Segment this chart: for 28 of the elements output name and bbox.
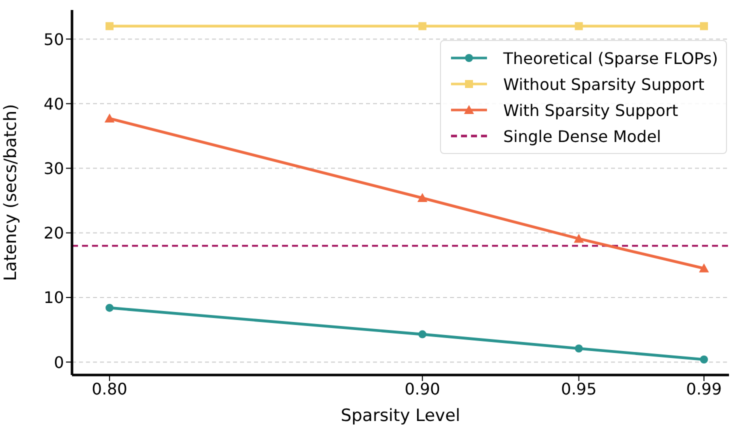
x-tick-label: 0.95	[561, 379, 597, 398]
point	[418, 22, 426, 30]
y-tick-label: 40	[44, 94, 64, 114]
legend-label: Without Sparsity Support	[503, 74, 704, 94]
y-tick-label: 20	[44, 224, 64, 243]
point	[700, 22, 708, 30]
point	[417, 192, 428, 202]
y-tick-label: 0	[54, 352, 64, 372]
point	[574, 234, 584, 243]
point	[106, 22, 114, 30]
y-tick-label: 10	[44, 288, 64, 308]
point	[418, 330, 426, 338]
legend-label: With Sparsity Support	[503, 100, 678, 120]
point	[700, 355, 708, 364]
point	[698, 263, 709, 272]
point	[106, 304, 114, 312]
point	[104, 114, 115, 123]
x-tick-label: 0.90	[404, 379, 440, 398]
point	[574, 344, 583, 353]
x-tick-label: 0.99	[686, 379, 722, 398]
legend-label: Single Dense Model	[503, 126, 662, 146]
legend-label: Theoretical (Sparse FLOPs)	[503, 48, 718, 68]
point	[574, 22, 583, 30]
y-axis-title: Latency (secs/batch)	[1, 104, 22, 282]
y-tick-label: 50	[44, 30, 64, 49]
x-tick-label: 0.80	[92, 379, 128, 398]
y-tick-label: 30	[44, 158, 64, 178]
x-axis-title: Sparsity Level	[340, 406, 460, 426]
